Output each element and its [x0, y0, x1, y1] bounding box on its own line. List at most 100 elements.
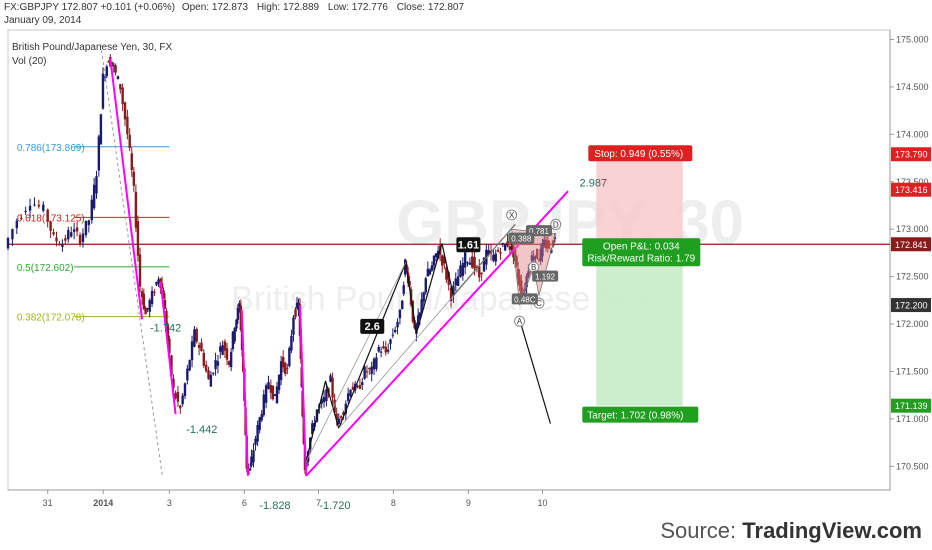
volume-indicator-label: Vol (20) [12, 56, 46, 67]
candle-body [424, 278, 427, 293]
candle-body [513, 247, 517, 262]
drop-leg-2 [159, 281, 177, 415]
trend-dashed [100, 44, 163, 476]
candle-body [337, 418, 340, 424]
candle-body [452, 285, 455, 296]
candle-body [492, 254, 495, 261]
candle-body [401, 300, 404, 310]
candle-body [335, 413, 338, 420]
annotation-label: -1.828 [259, 500, 290, 512]
candle-body [516, 268, 520, 280]
candle-body [134, 191, 138, 228]
candle-body [200, 342, 203, 352]
candle-body [190, 341, 194, 361]
candle-body [548, 244, 551, 246]
low-label: Low: [327, 2, 350, 13]
candle-body [515, 256, 518, 266]
candle-body [155, 282, 158, 285]
candle-body [236, 307, 240, 320]
candle-body [250, 456, 253, 466]
candle-body [126, 116, 129, 135]
target-label: Target: 1.702 (0.98%) [587, 411, 683, 422]
candle-body [372, 358, 376, 370]
candle-body [101, 73, 105, 109]
pattern-point [514, 315, 526, 327]
candle-body [119, 84, 122, 90]
y-tick-label: 174.500 [896, 82, 929, 92]
candle-body [506, 241, 509, 247]
candle-body [146, 308, 149, 310]
target-zone [596, 244, 683, 406]
candle-body [346, 393, 350, 401]
candle-body [132, 171, 136, 186]
candle-body [197, 344, 201, 348]
candle-body [508, 245, 512, 250]
candle-body [456, 276, 460, 286]
candle-body [157, 279, 160, 284]
y-tick-label: 171.000 [896, 414, 929, 424]
axes: 175.000 174.500 174.000 173.500 173.000 172.5… [43, 34, 931, 508]
candle-body [150, 290, 154, 305]
y-tick-label: 173.000 [896, 224, 929, 234]
candle-body [499, 252, 502, 254]
candle-body [536, 249, 539, 259]
low-value: 172.776 [351, 2, 388, 13]
candle-body [72, 229, 76, 232]
candle-body [179, 405, 182, 409]
candle-body [238, 303, 241, 307]
candle-body [471, 256, 474, 268]
candle-body [114, 65, 117, 73]
fib-label: 0.382(172.078) [17, 313, 85, 324]
pattern-ratio-box [508, 232, 535, 244]
x-tick-label: 7 [316, 498, 321, 508]
candle-body [358, 385, 362, 389]
candle-body [136, 221, 140, 256]
candle-body [461, 263, 465, 276]
candle-body [468, 262, 472, 265]
candle-body [24, 210, 27, 212]
candle-body [254, 438, 257, 445]
candle-body [209, 374, 213, 387]
candle-body [543, 239, 546, 246]
candle-body [518, 275, 521, 286]
candle-body [162, 290, 165, 299]
candle-body [256, 424, 259, 442]
candle-body [382, 346, 385, 349]
price-axis-badge [891, 182, 931, 197]
candle-body [229, 352, 233, 368]
candle-body [393, 329, 397, 333]
price-axis-badge-text: 173.790 [895, 150, 928, 160]
candle-body [55, 237, 58, 242]
candle-body [262, 394, 265, 416]
price-axis-badge-text: 173.416 [895, 185, 928, 195]
candle-body [396, 321, 399, 328]
price-axis-badge [891, 298, 931, 313]
zigzag [405, 262, 417, 334]
candle-body [275, 386, 279, 404]
candle-body [449, 287, 453, 302]
pattern-point-label: B [531, 263, 536, 272]
y-tick-label: 174.000 [896, 129, 929, 139]
chart-title: British Pound/Japanese Yen, 30, FX [12, 42, 172, 53]
change: +0.101 (+0.06%) [100, 2, 176, 13]
candle-body [320, 398, 323, 404]
candle-body [273, 394, 277, 396]
pattern-point-label: X [509, 211, 515, 220]
candle-body [331, 377, 334, 398]
source-prefix: Source: [660, 518, 737, 543]
candle-body [75, 227, 79, 232]
y-tick-label: 175.000 [896, 34, 929, 44]
candle-body [70, 232, 73, 237]
price-axis-badge [891, 147, 931, 162]
candle-body [501, 243, 505, 245]
source-credit: Source: TradingView.com [660, 518, 922, 544]
pnl-label: Open P&L: 0.034 [603, 241, 680, 252]
candle-body [207, 370, 210, 380]
candle-body [260, 414, 263, 421]
risk-reward-label: Risk/Reward Ratio: 1.79 [587, 253, 695, 264]
candle-body [386, 349, 390, 352]
high-value: 172.889 [282, 2, 320, 13]
candle-body [52, 232, 55, 235]
annotation-label: -1.720 [319, 500, 350, 512]
